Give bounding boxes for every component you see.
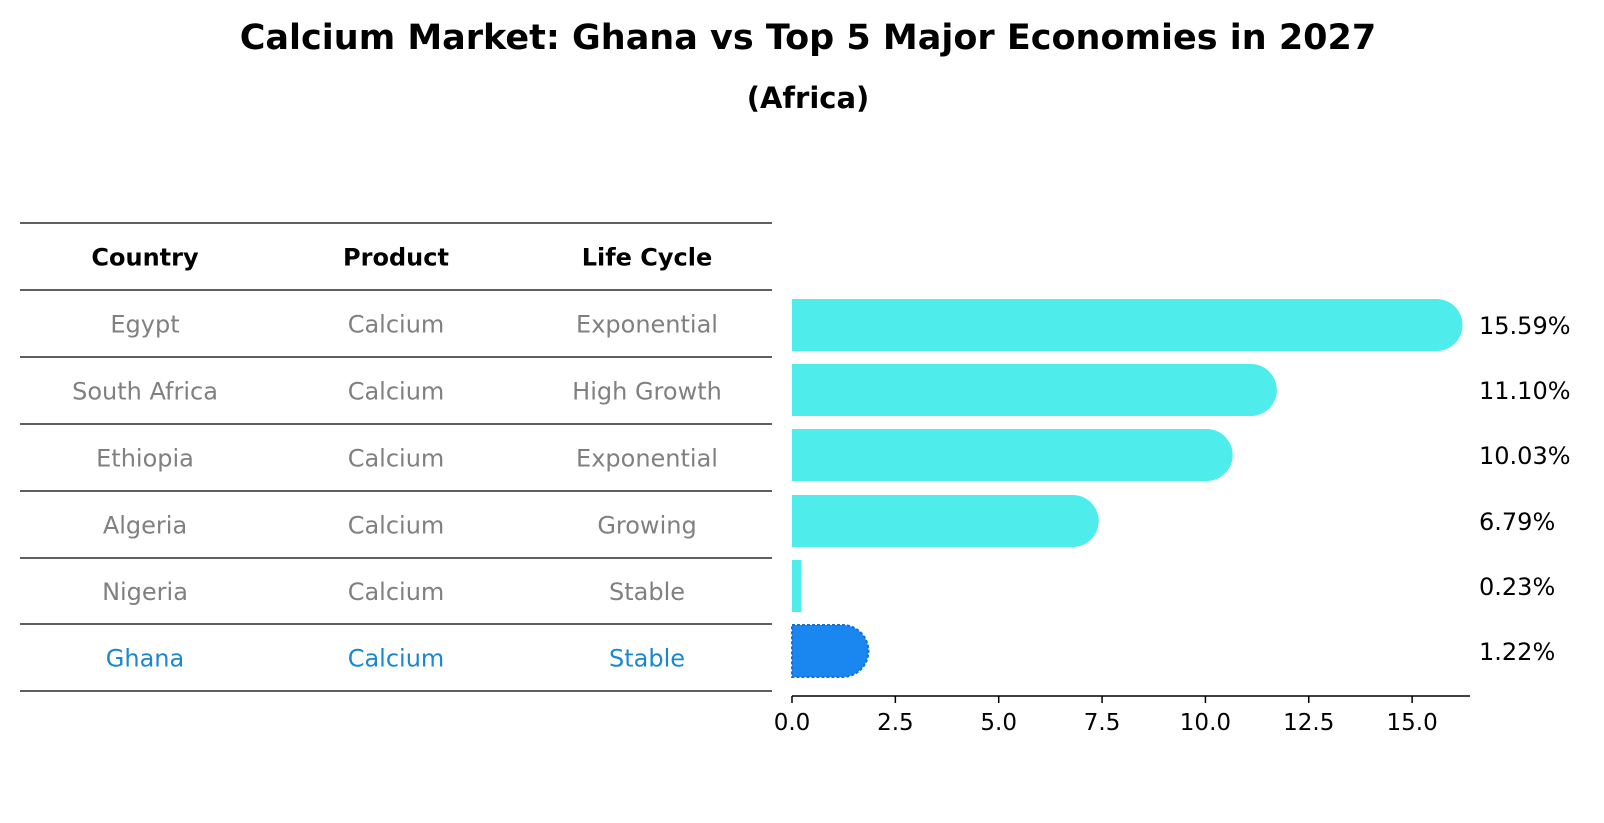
x-tick-label: 0.0 [774,710,811,736]
table-cell: Calcium [348,578,445,606]
value-label: 6.79% [1479,508,1555,536]
data-table: Country Product Life Cycle Egypt Calcium Expo… [20,222,772,692]
table-cell: Algeria [103,512,187,540]
table-header-cell: Product [343,244,449,272]
table-cell: Nigeria [102,578,188,606]
table-cell: Exponential [576,445,718,473]
chart-title: Calcium Market: Ghana vs Top 5 Major Eco… [240,18,1377,58]
value-label: 15.59% [1479,312,1571,340]
table-cell: Calcium [348,445,445,473]
bar-egypt [792,299,1463,351]
table-cell: Egypt [110,311,179,339]
table-cell: Calcium [348,378,445,406]
table-cell: South Africa [72,378,218,406]
table-cell: Ethiopia [96,445,194,473]
bar-ethiopia [792,429,1233,481]
table-cell-highlight: Stable [609,645,685,673]
table-cell: Calcium [348,512,445,540]
x-tick-label: 15.0 [1387,710,1438,736]
table-header-cell: Life Cycle [582,244,713,272]
x-tick-label: 12.5 [1283,710,1334,736]
value-label: 0.23% [1479,573,1555,601]
table-cell-highlight: Ghana [106,645,184,673]
x-tick-label: 7.5 [1084,710,1121,736]
chart-subtitle: (Africa) [747,81,870,115]
x-tick-label: 2.5 [877,710,914,736]
x-tick-label: 5.0 [980,710,1017,736]
value-label: 1.22% [1479,638,1555,666]
x-tick-label: 10.0 [1180,710,1231,736]
table-cell: Calcium [348,311,445,339]
table-cell: Growing [597,512,696,540]
bar-algeria [792,495,1099,547]
value-label: 11.10% [1479,377,1571,405]
table-cell-highlight: Calcium [348,645,445,673]
table-header-cell: Country [91,244,199,272]
value-label: 10.03% [1479,442,1571,470]
bar-south-africa [792,364,1277,416]
bar-nigeria [792,560,802,612]
value-labels: 15.59% 11.10% 10.03% 6.79% 0.23% 1.22% [1479,312,1571,666]
bar-series [791,299,1463,678]
table-cell: Exponential [576,311,718,339]
table-cell: High Growth [572,378,722,406]
x-axis: 0.0 2.5 5.0 7.5 10.0 12.5 15.0 [774,695,1470,736]
table-cell: Stable [609,578,685,606]
bar-ghana [791,624,870,678]
